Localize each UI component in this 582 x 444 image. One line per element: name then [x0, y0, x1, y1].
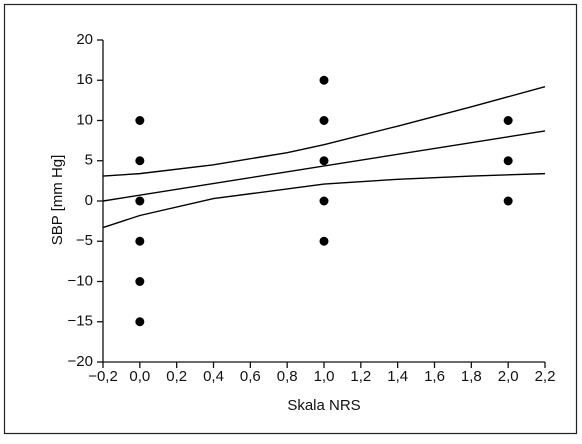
data-point [319, 116, 329, 125]
y-tick-label: 16 [76, 71, 93, 88]
y-axis-label: SBP [mm Hg] [49, 155, 66, 246]
data-point [135, 277, 145, 286]
data-point [135, 196, 145, 206]
data-point [319, 156, 329, 166]
line [102, 130, 546, 202]
x-axis-label: Skala NRS [287, 397, 360, 414]
y-tick-label: 10 [76, 111, 93, 128]
data-point [135, 156, 145, 166]
x-tick-label: 2,2 [535, 368, 556, 385]
x-tick-label: 1,6 [424, 368, 445, 385]
data-point [503, 116, 513, 125]
x-tick-label: 0,0 [129, 368, 150, 385]
data-point [135, 116, 145, 125]
data-point [135, 317, 145, 327]
x-tick-label: 1,4 [387, 368, 408, 385]
x-tick-label: 2,0 [498, 368, 519, 385]
x-tick-label: 1,8 [461, 368, 482, 385]
y-tick-label: −15 [68, 313, 93, 330]
data-point [135, 236, 145, 246]
y-tick-label: −10 [68, 272, 93, 289]
data-point [503, 196, 513, 206]
data-point [319, 236, 329, 246]
line [102, 86, 546, 177]
y-tick-label: −5 [76, 232, 93, 249]
data-point [319, 196, 329, 206]
y-tick-label: 20 [76, 31, 93, 48]
y-tick-label: 5 [85, 152, 93, 169]
line [102, 172, 546, 229]
x-tick-label: 1,2 [350, 368, 371, 385]
y-tick-label: −20 [68, 353, 93, 370]
x-tick-label: 0,4 [203, 368, 224, 385]
y-tick-label: 0 [85, 192, 93, 209]
x-tick-label: −0,2 [88, 368, 118, 385]
data-point [503, 156, 513, 166]
x-tick-label: 0,6 [240, 368, 261, 385]
data-point [319, 75, 329, 85]
x-tick-label: 0,2 [166, 368, 187, 385]
frame [3, 3, 578, 435]
x-tick-label: 1,0 [314, 368, 335, 385]
x-tick-label: 0,8 [277, 368, 298, 385]
